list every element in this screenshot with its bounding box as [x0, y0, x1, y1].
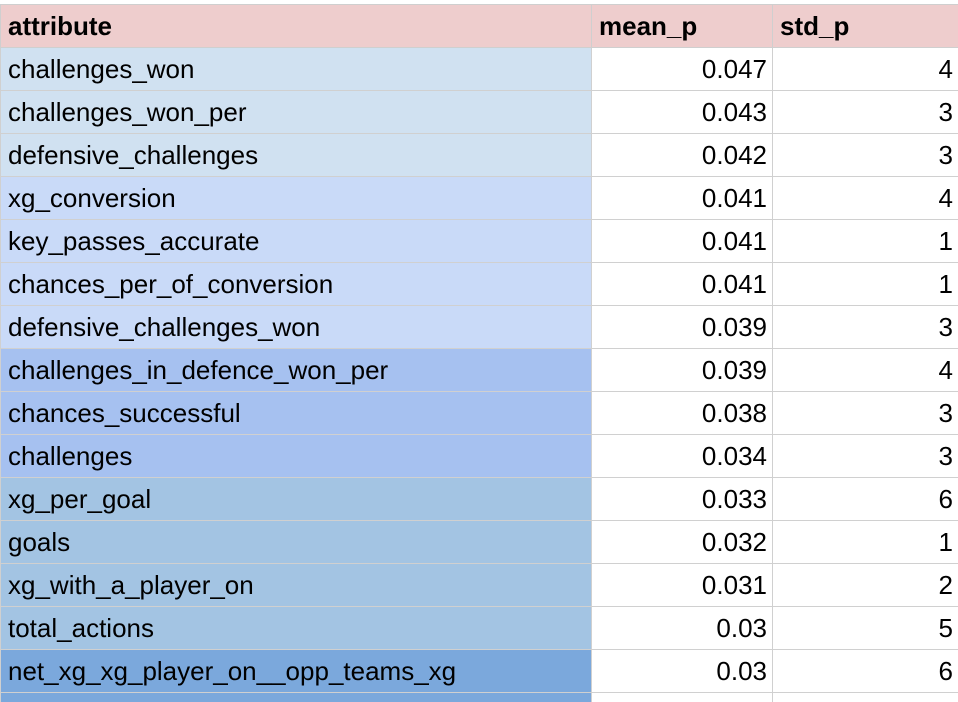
header-cell-attribute[interactable]: attribute — [0, 4, 592, 48]
cell-std-p[interactable]: 4 — [772, 348, 958, 392]
cell-std-p[interactable]: 4 — [772, 176, 958, 220]
cell-attribute[interactable]: net_xg_xg_player_on__opp_teams_xg — [0, 649, 592, 693]
cell-attribute[interactable]: xg_conversion — [0, 176, 592, 220]
cell-attribute[interactable]: goals — [0, 520, 592, 564]
table-row: defensive_challenges_won 0.039 3 — [0, 305, 958, 349]
table-row: key_passes_accurate 0.041 1 — [0, 219, 958, 263]
cell-attribute[interactable]: chances_successful — [0, 391, 592, 435]
cell-std-p[interactable]: 6 — [772, 477, 958, 521]
cell-mean-p[interactable]: 0.039 — [591, 348, 773, 392]
table-row: net_xg_xg_player_on__opp_teams_xg 0.03 6 — [0, 649, 958, 693]
table-body: challenges_won 0.047 4 challenges_won_per 0.… — [0, 47, 958, 702]
table-row: xg_conversion 0.041 4 — [0, 176, 958, 220]
cell-std-p[interactable]: 1 — [772, 520, 958, 564]
cell-mean-p[interactable]: 0.042 — [591, 133, 773, 177]
cell-attribute[interactable]: defensive_challenges_won — [0, 305, 592, 349]
table-row: total_actions 0.03 5 — [0, 606, 958, 650]
cell-mean-p[interactable] — [591, 692, 773, 702]
cell-attribute[interactable]: challenges_won — [0, 47, 592, 91]
cell-std-p[interactable] — [772, 692, 958, 702]
cell-std-p[interactable]: 3 — [772, 305, 958, 349]
cell-mean-p[interactable]: 0.041 — [591, 219, 773, 263]
cell-mean-p[interactable]: 0.032 — [591, 520, 773, 564]
cell-mean-p[interactable]: 0.03 — [591, 606, 773, 650]
table-row: challenges_in_defence_won_per 0.039 4 — [0, 348, 958, 392]
cell-attribute[interactable]: challenges — [0, 434, 592, 478]
cell-attribute[interactable] — [0, 692, 592, 702]
table-row: xg_per_goal 0.033 6 — [0, 477, 958, 521]
cell-std-p[interactable]: 3 — [772, 90, 958, 134]
cell-std-p[interactable]: 6 — [772, 649, 958, 693]
cell-std-p[interactable]: 3 — [772, 133, 958, 177]
table-row: challenges_won 0.047 4 — [0, 47, 958, 91]
cell-std-p[interactable]: 1 — [772, 219, 958, 263]
cell-mean-p[interactable]: 0.031 — [591, 563, 773, 607]
cell-attribute[interactable]: key_passes_accurate — [0, 219, 592, 263]
table-row-partial — [0, 692, 958, 702]
cell-attribute[interactable]: challenges_in_defence_won_per — [0, 348, 592, 392]
cell-attribute[interactable]: xg_with_a_player_on — [0, 563, 592, 607]
cell-mean-p[interactable]: 0.039 — [591, 305, 773, 349]
cell-std-p[interactable]: 2 — [772, 563, 958, 607]
header-row: attribute mean_p std_p — [0, 4, 958, 48]
cell-std-p[interactable]: 5 — [772, 606, 958, 650]
table-row: challenges 0.034 3 — [0, 434, 958, 478]
cell-std-p[interactable]: 3 — [772, 391, 958, 435]
table-row: defensive_challenges 0.042 3 — [0, 133, 958, 177]
cell-mean-p[interactable]: 0.041 — [591, 176, 773, 220]
table-row: chances_successful 0.038 3 — [0, 391, 958, 435]
cell-std-p[interactable]: 4 — [772, 47, 958, 91]
cell-attribute[interactable]: xg_per_goal — [0, 477, 592, 521]
cell-mean-p[interactable]: 0.047 — [591, 47, 773, 91]
cell-mean-p[interactable]: 0.03 — [591, 649, 773, 693]
table-row: challenges_won_per 0.043 3 — [0, 90, 958, 134]
cell-mean-p[interactable]: 0.034 — [591, 434, 773, 478]
table-row: xg_with_a_player_on 0.031 2 — [0, 563, 958, 607]
cell-mean-p[interactable]: 0.043 — [591, 90, 773, 134]
cell-std-p[interactable]: 3 — [772, 434, 958, 478]
cell-mean-p[interactable]: 0.041 — [591, 262, 773, 306]
cell-mean-p[interactable]: 0.038 — [591, 391, 773, 435]
data-table: attribute mean_p std_p challenges_won 0.0… — [0, 4, 958, 702]
cell-attribute[interactable]: defensive_challenges — [0, 133, 592, 177]
cell-attribute[interactable]: total_actions — [0, 606, 592, 650]
header-cell-std-p[interactable]: std_p — [772, 4, 958, 48]
header-cell-mean-p[interactable]: mean_p — [591, 4, 773, 48]
cell-attribute[interactable]: chances_per_of_conversion — [0, 262, 592, 306]
cell-std-p[interactable]: 1 — [772, 262, 958, 306]
table-row: goals 0.032 1 — [0, 520, 958, 564]
cell-mean-p[interactable]: 0.033 — [591, 477, 773, 521]
table-row: chances_per_of_conversion 0.041 1 — [0, 262, 958, 306]
cell-attribute[interactable]: challenges_won_per — [0, 90, 592, 134]
